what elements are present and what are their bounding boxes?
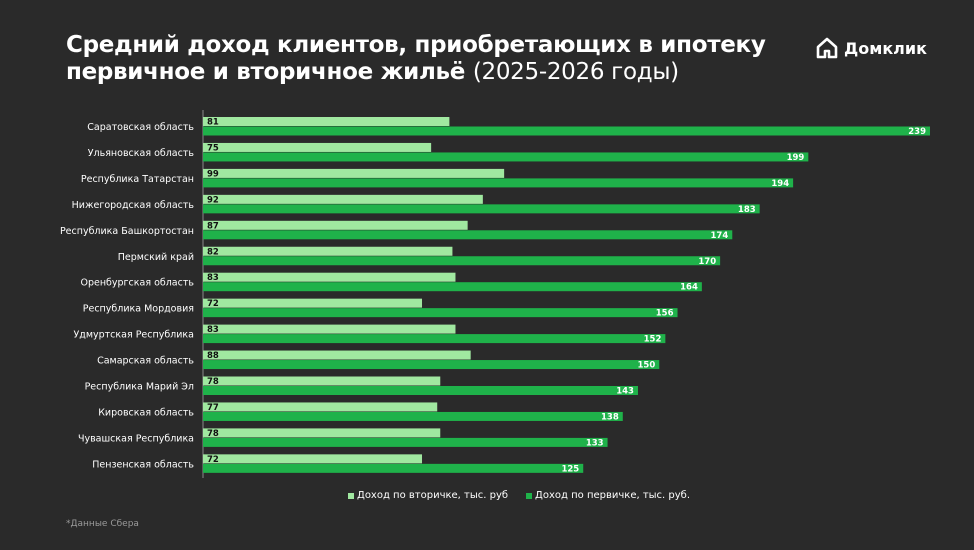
value-label-secondary: 88 bbox=[207, 351, 219, 361]
title-line-2-light: (2025-2026 годы) bbox=[472, 59, 679, 85]
bar-primary bbox=[203, 386, 638, 395]
legend-label-secondary: Доход по вторичке, тыс. руб bbox=[357, 490, 509, 501]
category-label: Самарская область bbox=[97, 356, 194, 367]
title-line-1: Средний доход клиентов, приобретающих в … bbox=[66, 32, 766, 58]
value-label-secondary: 83 bbox=[207, 273, 219, 283]
logo-text: Домклик bbox=[844, 38, 927, 58]
value-label-primary: 150 bbox=[638, 361, 656, 371]
category-label: Нижегородская область bbox=[72, 200, 195, 211]
chart-legend: Доход по вторичке, тыс. руб Доход по пер… bbox=[348, 490, 708, 501]
bar-secondary bbox=[203, 324, 456, 334]
value-label-secondary: 75 bbox=[207, 143, 219, 153]
category-label: Кировская область bbox=[98, 407, 194, 418]
house-logo-icon bbox=[816, 37, 838, 59]
value-label-secondary: 78 bbox=[207, 377, 219, 387]
bar-primary bbox=[203, 360, 660, 370]
legend-swatch-primary bbox=[526, 492, 533, 499]
value-label-secondary: 72 bbox=[207, 299, 219, 309]
legend-item-secondary: Доход по вторичке, тыс. руб bbox=[348, 490, 508, 501]
bar-primary bbox=[203, 256, 721, 266]
legend-label-primary: Доход по первичке, тыс. руб. bbox=[535, 490, 691, 501]
value-label-primary: 156 bbox=[656, 309, 674, 319]
bar-primary bbox=[203, 204, 760, 214]
category-label: Республика Марий Эл bbox=[85, 382, 194, 393]
value-label-primary: 239 bbox=[908, 127, 926, 137]
category-label: Саратовская область bbox=[87, 122, 194, 133]
bar-secondary bbox=[203, 272, 456, 282]
category-label: Республика Мордовия bbox=[83, 304, 194, 315]
bar-primary bbox=[203, 411, 623, 421]
domclick-logo: Домклик bbox=[816, 37, 927, 59]
footnote: *Данные Сбера bbox=[66, 519, 139, 529]
category-label: Пензенская область bbox=[92, 459, 194, 470]
value-label-secondary: 77 bbox=[207, 403, 219, 413]
chart-title: Средний доход клиентов, приобретающих в … bbox=[66, 32, 766, 86]
bar-primary bbox=[203, 126, 930, 136]
value-label-secondary: 82 bbox=[207, 247, 219, 257]
value-label-secondary: 83 bbox=[207, 325, 219, 335]
bar-secondary bbox=[203, 246, 453, 256]
bar-secondary bbox=[203, 194, 483, 204]
bar-secondary bbox=[203, 117, 450, 126]
bar-secondary bbox=[203, 350, 471, 360]
value-label-secondary: 81 bbox=[207, 118, 219, 128]
value-label-primary: 125 bbox=[561, 464, 579, 474]
category-label: Ульяновская область bbox=[88, 148, 195, 159]
value-label-secondary: 87 bbox=[207, 221, 219, 231]
value-label-secondary: 92 bbox=[207, 195, 219, 205]
bar-primary bbox=[203, 230, 733, 240]
value-label-primary: 164 bbox=[680, 283, 698, 293]
bar-secondary bbox=[203, 142, 432, 152]
value-label-secondary: 72 bbox=[207, 455, 219, 465]
bar-secondary bbox=[203, 376, 441, 386]
value-label-primary: 174 bbox=[711, 231, 729, 241]
title-line-2-bold: первичное и вторичное жильё bbox=[66, 59, 466, 85]
bar-primary bbox=[203, 437, 608, 447]
value-label-primary: 138 bbox=[601, 412, 619, 422]
category-label: Удмуртская Республика bbox=[73, 330, 194, 341]
category-label: Пермский край bbox=[118, 252, 194, 263]
bar-primary bbox=[203, 178, 794, 188]
bar-primary bbox=[203, 334, 666, 344]
bar-secondary bbox=[203, 454, 423, 464]
bar-secondary bbox=[203, 168, 505, 178]
legend-swatch-secondary bbox=[348, 492, 354, 499]
title-line-2: первичное и вторичное жильё (2025-2026 г… bbox=[66, 59, 766, 86]
bar-primary bbox=[203, 463, 584, 473]
bar-primary bbox=[203, 152, 809, 162]
value-label-primary: 170 bbox=[698, 257, 716, 267]
bar-secondary bbox=[203, 220, 468, 230]
value-label-primary: 199 bbox=[787, 153, 805, 163]
value-label-primary: 183 bbox=[738, 205, 756, 215]
category-label: Чувашская Республика bbox=[78, 433, 194, 444]
value-label-primary: 133 bbox=[586, 438, 604, 448]
value-label-secondary: 99 bbox=[207, 169, 219, 179]
legend-item-primary: Доход по первичке, тыс. руб. bbox=[526, 490, 690, 501]
value-label-primary: 194 bbox=[771, 179, 789, 189]
category-label: Оренбургская область bbox=[80, 278, 194, 289]
value-label-primary: 143 bbox=[616, 387, 634, 397]
category-label: Республика Башкортостан bbox=[60, 226, 194, 237]
bar-secondary bbox=[203, 402, 438, 412]
bar-primary bbox=[203, 282, 702, 292]
bar-primary bbox=[203, 308, 678, 318]
category-label: Республика Татарстан bbox=[81, 174, 194, 185]
value-label-primary: 152 bbox=[644, 335, 662, 345]
value-label-secondary: 78 bbox=[207, 429, 219, 439]
bar-secondary bbox=[203, 298, 423, 308]
bar-secondary bbox=[203, 428, 441, 438]
